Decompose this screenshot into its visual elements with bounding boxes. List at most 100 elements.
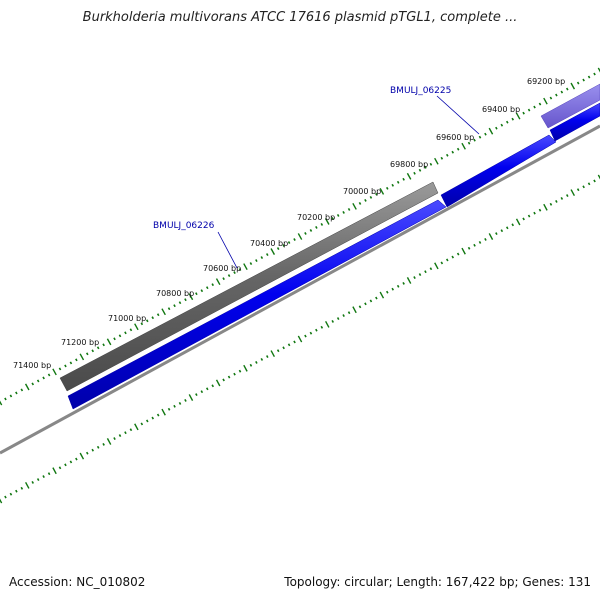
gene-label[interactable]: BMULJ_06225 xyxy=(390,86,451,96)
minor-tick xyxy=(249,363,253,367)
major-tick xyxy=(352,203,357,210)
minor-tick xyxy=(238,369,242,373)
minor-tick xyxy=(173,304,176,308)
major-tick xyxy=(297,335,303,343)
gene-label[interactable]: BMULJ_06226 xyxy=(153,221,215,231)
minor-tick xyxy=(96,445,100,449)
cds-arrow-bmulj-06226[interactable] xyxy=(67,199,447,410)
minor-tick xyxy=(145,319,149,323)
gene-feature-highlight[interactable] xyxy=(540,83,600,129)
cds-arrow-bmulj-06225[interactable] xyxy=(440,134,557,208)
minor-tick xyxy=(205,286,209,290)
minor-tick xyxy=(58,466,62,470)
major-tick xyxy=(379,291,385,299)
minor-tick xyxy=(309,229,313,232)
tick-label: 69800 bp xyxy=(390,160,428,169)
minor-tick xyxy=(440,156,444,160)
minor-tick xyxy=(9,394,13,398)
minor-tick xyxy=(473,138,476,142)
tick-label: 70400 bp xyxy=(250,239,288,248)
minor-tick xyxy=(86,451,89,455)
minor-tick xyxy=(506,226,509,230)
minor-tick xyxy=(560,90,564,94)
minor-tick xyxy=(4,397,7,401)
minor-tick xyxy=(309,331,313,335)
minor-tick xyxy=(429,162,433,166)
minor-tick xyxy=(451,255,454,259)
tick-label: 69600 bp xyxy=(436,133,474,142)
minor-tick xyxy=(358,305,362,309)
minor-tick xyxy=(576,81,580,85)
minor-tick xyxy=(184,298,187,302)
accession-text: Accession: NC_010802 xyxy=(9,575,146,589)
minor-tick xyxy=(391,287,394,291)
minor-tick xyxy=(36,478,40,481)
minor-tick xyxy=(238,268,242,272)
minor-tick xyxy=(478,135,482,139)
minor-tick xyxy=(347,207,351,211)
minor-tick xyxy=(484,132,487,136)
major-tick xyxy=(488,127,494,135)
minor-tick xyxy=(167,307,171,311)
minor-tick xyxy=(173,404,176,408)
minor-tick xyxy=(358,201,362,205)
major-tick xyxy=(161,408,166,416)
minor-tick xyxy=(391,183,395,187)
major-tick xyxy=(543,97,548,105)
minor-tick xyxy=(118,434,122,438)
minor-tick xyxy=(386,290,389,294)
major-tick xyxy=(515,218,521,226)
minor-tick xyxy=(582,78,585,82)
minor-tick xyxy=(266,355,269,358)
major-tick xyxy=(188,293,194,301)
minor-tick xyxy=(75,457,78,461)
minor-tick xyxy=(31,382,35,386)
minor-tick xyxy=(527,214,531,218)
minor-tick xyxy=(440,261,444,265)
minor-tick xyxy=(565,87,569,91)
minor-tick xyxy=(287,241,291,244)
minor-tick xyxy=(549,202,553,206)
gene-feature-gray[interactable] xyxy=(59,181,439,392)
minor-tick xyxy=(418,273,422,277)
cds-arrow-right[interactable] xyxy=(549,102,600,142)
minor-tick xyxy=(533,211,536,215)
minor-tick xyxy=(255,360,258,364)
minor-tick xyxy=(146,419,149,423)
major-tick xyxy=(79,452,85,460)
minor-tick xyxy=(396,284,400,288)
minor-tick xyxy=(69,361,73,365)
minor-tick xyxy=(129,328,133,332)
minor-tick xyxy=(287,343,291,347)
minor-tick xyxy=(195,393,198,397)
minor-tick xyxy=(42,475,45,479)
minor-tick xyxy=(320,325,324,329)
major-tick xyxy=(52,467,57,475)
minor-tick xyxy=(538,102,542,106)
tick-labels: 69200 bp 69400 bp 69600 bp 69800 bp 7000… xyxy=(13,77,565,370)
minor-tick xyxy=(473,243,476,247)
major-tick xyxy=(270,248,276,255)
minor-tick xyxy=(347,311,351,315)
minor-tick xyxy=(211,283,215,287)
tick-label: 71000 bp xyxy=(108,314,146,323)
major-tick xyxy=(324,218,330,225)
minor-tick xyxy=(206,387,209,391)
gene-label-leader xyxy=(217,231,238,269)
outer-tick-ring xyxy=(0,67,600,406)
major-tick xyxy=(79,353,85,361)
minor-tick xyxy=(58,367,62,371)
gene-label-leader xyxy=(436,95,480,135)
minor-tick xyxy=(418,168,422,172)
tick-label: 71400 bp xyxy=(13,361,51,370)
minor-tick xyxy=(342,210,345,214)
minor-tick xyxy=(331,320,334,323)
inner-tick-ring xyxy=(0,174,600,504)
minor-tick xyxy=(315,328,318,332)
minor-tick xyxy=(249,262,253,266)
tick-label: 71200 bp xyxy=(61,338,99,347)
minor-tick xyxy=(413,276,416,279)
major-tick xyxy=(0,498,3,504)
minor-tick xyxy=(336,317,340,320)
minor-tick xyxy=(446,258,449,262)
